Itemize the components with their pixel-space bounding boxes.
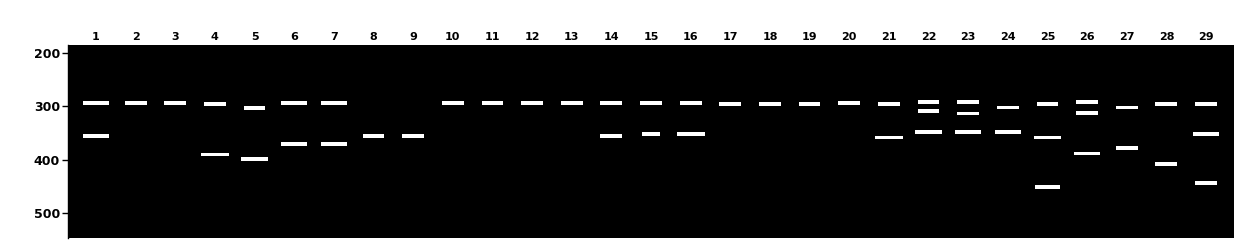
Bar (640, 101, 662, 104)
Bar (1156, 102, 1177, 106)
Bar (321, 101, 347, 104)
Bar (1116, 146, 1137, 150)
Bar (875, 136, 903, 140)
Bar (1195, 181, 1216, 185)
Bar (719, 102, 742, 106)
Bar (838, 101, 861, 104)
Bar (321, 142, 347, 146)
Bar (915, 130, 942, 134)
Bar (957, 100, 980, 104)
Bar (642, 132, 660, 136)
Bar (83, 134, 109, 138)
Bar (1195, 102, 1216, 106)
Bar (205, 102, 226, 106)
Bar (994, 130, 1021, 134)
Bar (955, 130, 981, 134)
Bar (799, 102, 821, 106)
Bar (560, 101, 583, 104)
Bar (1076, 100, 1097, 104)
Bar (281, 142, 308, 146)
Bar (281, 101, 308, 104)
Bar (402, 134, 424, 138)
Bar (957, 112, 980, 115)
Bar (1076, 111, 1097, 115)
Bar (918, 109, 940, 113)
Bar (878, 102, 900, 106)
Bar (1116, 106, 1137, 110)
Bar (125, 101, 146, 104)
Bar (481, 101, 503, 104)
Bar (521, 101, 543, 104)
Bar (680, 101, 702, 104)
Bar (83, 101, 109, 104)
Bar (600, 134, 622, 138)
Bar (165, 101, 186, 104)
Bar (918, 100, 940, 104)
Bar (362, 134, 384, 138)
Bar (1034, 136, 1061, 140)
Bar (600, 101, 622, 104)
Bar (241, 157, 268, 161)
Bar (1193, 132, 1219, 136)
Bar (1034, 185, 1060, 188)
Bar (243, 106, 265, 110)
Bar (441, 101, 464, 104)
Bar (677, 132, 704, 136)
Bar (759, 102, 781, 106)
Bar (1074, 152, 1100, 156)
Bar (997, 106, 1019, 110)
Bar (201, 153, 228, 156)
Bar (1156, 162, 1177, 166)
Bar (1037, 102, 1059, 106)
